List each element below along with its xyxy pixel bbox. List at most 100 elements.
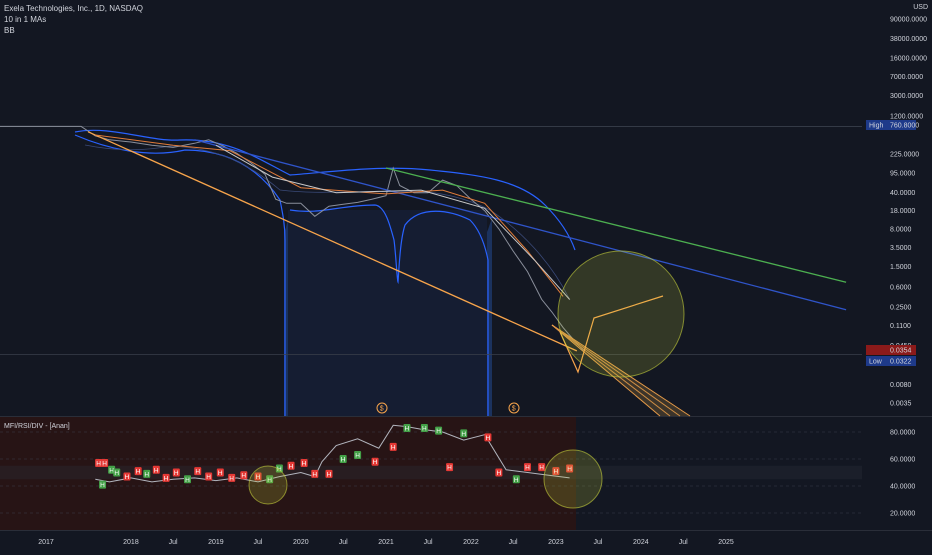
h-marker-label: H — [514, 477, 519, 484]
h-marker-label: H — [174, 470, 179, 477]
h-marker-box — [95, 459, 103, 468]
h-marker-label: H — [125, 474, 130, 481]
y-tick-label: 3000.0000 — [890, 93, 923, 100]
h-marker-label: H — [525, 465, 530, 472]
h-marker-box — [552, 467, 560, 476]
h-marker-box — [240, 471, 248, 480]
osc-y-tick-label: 20.0000 — [890, 511, 915, 518]
osc-y-tick-label: 40.0000 — [890, 484, 915, 491]
y-tick-label: 7000.0000 — [890, 74, 923, 81]
h-marker-box — [403, 423, 411, 432]
x-tick-label: 2021 — [378, 539, 394, 546]
price-label-value: 0.0354 — [890, 348, 912, 355]
h-marker-label: H — [327, 471, 332, 478]
h-marker-box — [389, 442, 397, 451]
indicator-label-bb: BB — [4, 26, 15, 35]
h-marker-label: H — [164, 475, 169, 482]
h-marker-label: H — [154, 467, 159, 474]
h-marker-box — [254, 472, 262, 481]
h-marker-box — [371, 457, 379, 466]
fan-line-1 — [551, 324, 681, 417]
y-tick-label: 0.0035 — [890, 401, 912, 408]
y-tick-label: 95.0000 — [890, 171, 915, 178]
h-marker-label: H — [96, 461, 101, 468]
low-label-box — [866, 356, 916, 366]
h-marker-box — [420, 423, 428, 432]
h-marker-label: H — [539, 465, 544, 472]
h-marker-label: H — [289, 463, 294, 470]
h-marker-box — [266, 475, 274, 484]
h-marker-box — [216, 468, 224, 477]
dividend-marker-0 — [376, 402, 388, 414]
h-marker-label: H — [553, 469, 558, 476]
x-tick-label: 2023 — [548, 539, 564, 546]
h-marker-box — [300, 459, 308, 468]
x-tick-label: 2022 — [463, 539, 479, 546]
h-marker-label: H — [206, 474, 211, 481]
y-tick-label: 0.0080 — [890, 382, 912, 389]
h-marker-box — [435, 426, 443, 435]
h-marker-label: H — [567, 466, 572, 473]
h-marker-box — [275, 464, 283, 473]
y-tick-label: 3.5000 — [890, 245, 912, 252]
h-marker-label: H — [136, 469, 141, 476]
y-tick-label: 1200.0000 — [890, 114, 923, 121]
osc-y-tick-label: 80.0000 — [890, 430, 915, 437]
x-tick-label: 2025 — [718, 539, 734, 546]
h-marker-label: H — [267, 477, 272, 484]
y-tick-label: 38000.0000 — [890, 36, 927, 43]
highlight-circle-main — [557, 250, 685, 378]
h-marker-label: H — [229, 475, 234, 482]
h-marker-box — [143, 469, 151, 478]
ma-orange — [95, 134, 564, 297]
h-marker-box — [311, 469, 319, 478]
h-marker-box — [113, 468, 121, 477]
ma-white — [215, 144, 570, 300]
osc-y-tick-label: 60.0000 — [890, 457, 915, 464]
h-marker-label: H — [373, 459, 378, 466]
trend-line-green — [385, 167, 847, 283]
y-tick-label: 40.0000 — [890, 190, 915, 197]
h-marker-box — [523, 463, 531, 472]
x-tick-label: Jul — [339, 539, 348, 546]
fan-line-3 — [551, 324, 661, 417]
h-marker-label: H — [355, 452, 360, 459]
h-marker-box — [495, 468, 503, 477]
price-label-box — [866, 345, 916, 355]
h-marker-box — [566, 464, 574, 473]
h-marker-box — [287, 461, 295, 470]
h-marker-box — [172, 468, 180, 477]
h-marker-label: H — [486, 435, 491, 442]
y-tick-label: 90000.0000 — [890, 17, 927, 24]
dividend-marker-label-1: $ — [512, 406, 516, 413]
bb-upper-line — [74, 129, 576, 251]
h-marker-box — [460, 429, 468, 438]
h-marker-label: H — [302, 461, 307, 468]
h-marker-box — [152, 465, 160, 474]
h-marker-box — [101, 459, 109, 468]
h-marker-label: H — [114, 470, 119, 477]
fan-line-0 — [551, 324, 691, 417]
h-marker-box — [325, 469, 333, 478]
osc-line — [95, 424, 570, 483]
h-marker-box — [538, 463, 546, 472]
h-marker-label: H — [109, 467, 114, 474]
h-marker-box — [205, 472, 213, 481]
bb-fill-mid — [288, 210, 487, 416]
high-label-value: 760.8000 — [890, 123, 919, 130]
h-marker-box — [183, 475, 191, 484]
y-tick-label: 0.6000 — [890, 285, 912, 292]
osc-mid-band — [0, 465, 862, 480]
trend-line-orange-lower — [87, 131, 578, 352]
low-label-tag: Low — [869, 359, 883, 366]
highlight-circle-osc-2 — [543, 449, 603, 509]
fan-fill — [552, 325, 690, 416]
bb-lower-line-b — [289, 204, 489, 416]
low-label-value: 0.0322 — [890, 359, 912, 366]
h-marker-label: H — [256, 474, 261, 481]
h-marker-box — [123, 472, 131, 481]
y-tick-label: 0.1100 — [890, 323, 911, 330]
h-marker-label: H — [195, 469, 200, 476]
